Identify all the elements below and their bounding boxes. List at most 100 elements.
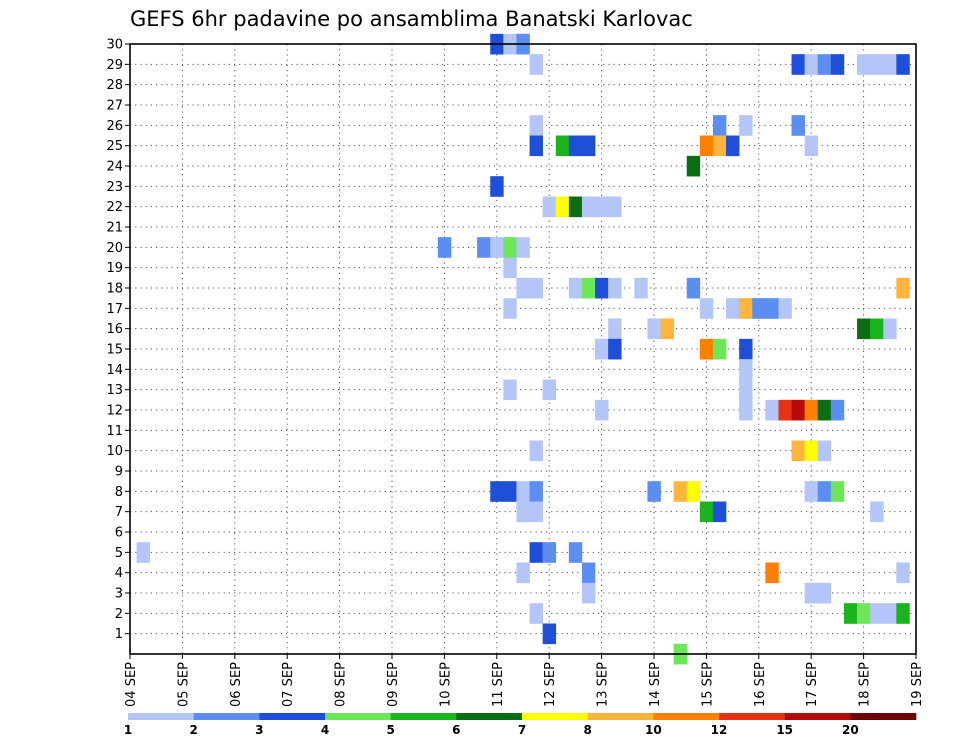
data-cells — [136, 33, 910, 665]
y-tick-label: 11 — [106, 424, 123, 439]
data-cell — [712, 135, 727, 157]
data-cell — [568, 277, 583, 299]
data-cell — [765, 298, 779, 319]
data-cell — [581, 135, 596, 157]
data-cell — [726, 298, 740, 319]
colorbar-label: 3 — [255, 723, 263, 737]
data-cell — [778, 298, 792, 319]
data-cell — [503, 257, 517, 279]
data-cell — [712, 501, 727, 523]
colorbar-swatch — [719, 713, 785, 720]
y-tick-label: 7 — [115, 505, 123, 520]
data-cell — [503, 237, 517, 258]
data-cell — [896, 603, 910, 624]
data-cell — [608, 196, 622, 218]
data-cell — [804, 582, 819, 604]
data-cell — [516, 562, 530, 584]
data-cell — [568, 135, 583, 157]
data-cell — [686, 155, 701, 177]
data-cell — [516, 501, 530, 523]
data-cell — [529, 277, 543, 299]
x-tick-label: 17 SEP — [805, 662, 820, 707]
data-cell — [765, 562, 779, 584]
colorbar-label: 1 — [124, 723, 132, 737]
colorbar-label: 4 — [321, 723, 329, 737]
data-cell — [686, 277, 701, 299]
data-cell — [529, 115, 543, 136]
y-tick-label: 20 — [106, 241, 123, 256]
colorbar-swatch — [850, 713, 917, 720]
data-cell — [791, 54, 805, 75]
x-tick-label: 11 SEP — [491, 662, 506, 707]
data-cell — [791, 115, 805, 136]
x-tick-label: 10 SEP — [438, 662, 453, 707]
data-cell — [634, 277, 648, 299]
colorbar-swatch — [193, 713, 260, 720]
data-cell — [830, 399, 845, 421]
colorbar-label: 5 — [386, 723, 394, 737]
y-tick-label: 21 — [106, 221, 123, 236]
data-cell — [686, 481, 701, 502]
y-tick-label: 22 — [106, 200, 123, 215]
data-cell — [739, 379, 753, 401]
data-cell — [542, 542, 557, 563]
data-cell — [516, 481, 530, 502]
y-tick-label: 24 — [106, 160, 123, 175]
data-cell — [804, 54, 819, 75]
x-tick-label: 14 SEP — [648, 662, 663, 707]
data-cell — [699, 338, 714, 360]
data-cell — [542, 379, 557, 401]
data-cell — [647, 318, 661, 340]
data-cell — [752, 298, 766, 319]
data-cell — [516, 277, 530, 299]
data-cell — [490, 176, 504, 197]
y-tick-label: 28 — [106, 78, 123, 93]
data-cell — [817, 440, 832, 462]
data-cell — [581, 582, 596, 604]
colorbar-label: 7 — [518, 723, 526, 737]
data-cell — [870, 318, 884, 340]
colorbar-swatch — [653, 713, 720, 720]
x-tick-label: 09 SEP — [386, 662, 401, 707]
y-tick-label: 14 — [106, 363, 123, 378]
colorbar-swatch — [456, 713, 523, 720]
data-cell — [726, 135, 740, 157]
data-cell — [699, 298, 714, 319]
colorbar-label: 12 — [711, 723, 728, 737]
colorbar-swatch — [128, 713, 194, 720]
data-cell — [896, 562, 910, 584]
data-cell — [739, 359, 753, 380]
data-cell — [739, 298, 753, 319]
data-cell — [490, 481, 504, 502]
data-cell — [791, 399, 805, 421]
data-cell — [883, 54, 897, 75]
x-tick-label: 05 SEP — [176, 662, 191, 707]
data-cell — [437, 237, 452, 258]
y-tick-label: 26 — [106, 119, 123, 134]
data-cell — [817, 399, 832, 421]
chart-title: GEFS 6hr padavine po ansamblima Banatski… — [130, 7, 693, 31]
colorbar-label: 2 — [189, 723, 197, 737]
data-cell — [490, 237, 504, 258]
data-cell — [817, 481, 832, 502]
data-cell — [503, 481, 517, 502]
data-cell — [542, 196, 557, 218]
y-tick-label: 8 — [115, 485, 123, 500]
data-cell — [608, 318, 622, 340]
data-cell — [817, 54, 832, 75]
data-cell — [699, 501, 714, 523]
data-cell — [595, 338, 609, 360]
data-cell — [673, 481, 688, 502]
data-cell — [804, 481, 819, 502]
colorbar-label: 6 — [452, 723, 460, 737]
data-cell — [660, 318, 674, 340]
y-tick-label: 30 — [106, 38, 123, 53]
data-cell — [791, 440, 805, 462]
data-cell — [857, 54, 871, 75]
data-cell — [896, 277, 910, 299]
y-tick-label: 15 — [106, 343, 123, 358]
colorbar-swatch — [390, 713, 457, 720]
y-tick-label: 16 — [106, 322, 123, 337]
colorbar-swatch — [259, 713, 326, 720]
